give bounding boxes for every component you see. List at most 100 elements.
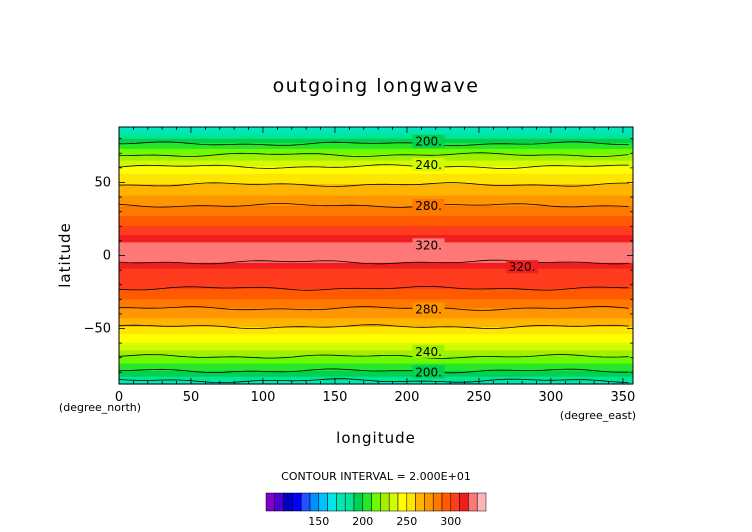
colorbar-swatch (336, 492, 346, 512)
heatmap-band (119, 173, 633, 176)
heatmap-band (119, 132, 633, 135)
x-axis-ticks: 0 50 100 150 200 250 300 350 (115, 127, 635, 405)
heatmap-band (119, 294, 633, 297)
contour-line (118, 182, 629, 187)
heatmap-band (119, 208, 633, 211)
heatmap-band (119, 375, 633, 378)
heatmap-band (119, 254, 633, 257)
contour-label-bg (506, 260, 539, 274)
heatmap-band (119, 159, 633, 162)
heatmap-band (119, 308, 633, 311)
heatmap-band (119, 176, 633, 179)
colorbar-swatch (362, 492, 372, 512)
heatmap-band (119, 378, 633, 381)
contour-line (118, 141, 629, 147)
colorbar-swatch (450, 492, 460, 512)
heatmap-band (119, 227, 633, 230)
heatmap-band (119, 134, 633, 137)
heatmap-band (119, 230, 633, 233)
heatmap-band (119, 376, 633, 379)
heatmap-band (119, 216, 633, 219)
contour-line (118, 368, 629, 374)
colorbar-swatch (309, 492, 320, 512)
heatmap-band (119, 312, 633, 315)
colorbar-swatch (371, 492, 381, 512)
heatmap-band (119, 232, 633, 235)
contour-label: 320. (415, 238, 442, 252)
heatmap-bands (119, 127, 633, 385)
colorbar-swatch (327, 492, 337, 512)
heatmap-band (119, 313, 633, 316)
heatmap-band (119, 153, 633, 156)
heatmap-band (119, 265, 633, 268)
heatmap-band (119, 246, 633, 249)
heatmap-band (119, 318, 633, 321)
heatmap-band (119, 229, 633, 232)
heatmap-band (119, 356, 633, 359)
colorbar-tick-label: 250 (396, 515, 417, 528)
heatmap-band (119, 217, 633, 220)
heatmap-band (119, 271, 633, 274)
heatmap-band (119, 138, 633, 141)
heatmap-band (119, 365, 633, 368)
contour-line (118, 354, 629, 359)
contour-interval-label: CONTOUR INTERVAL = 2.000E+01 (281, 470, 471, 483)
x-axis-label: longitude (336, 429, 416, 447)
heatmap-band (119, 337, 633, 340)
heatmap-band (119, 310, 633, 314)
heatmap-band (119, 264, 633, 267)
heatmap-band (119, 233, 633, 236)
heatmap-band (119, 293, 633, 296)
heatmap-band (119, 302, 633, 305)
heatmap-band (119, 343, 633, 346)
heatmap-band (119, 372, 633, 375)
heatmap-band (119, 275, 633, 279)
heatmap-band (119, 167, 633, 170)
heatmap-band (119, 248, 633, 251)
heatmap-band (119, 169, 633, 172)
contour-line (118, 324, 629, 329)
colorbar-swatch (476, 492, 487, 512)
heatmap-band (119, 303, 633, 306)
heatmap-band (119, 135, 633, 138)
colorbar-swatch (344, 492, 355, 512)
heatmap-band (119, 235, 633, 238)
x-tick-label: 300 (539, 390, 564, 405)
heatmap-band (119, 148, 633, 151)
heatmap-band (119, 283, 633, 286)
heatmap-band (119, 351, 633, 354)
colorbar-swatch (380, 492, 390, 512)
x-tick-label: 200 (395, 390, 420, 405)
heatmap-band (119, 143, 633, 146)
y-axis-ticks: −50 0 50 (84, 138, 633, 373)
heatmap-band (119, 220, 633, 223)
x-tick-label: 250 (467, 390, 492, 405)
contour-label: 200. (415, 135, 442, 149)
heatmap-band (119, 381, 633, 384)
heatmap-band (119, 186, 633, 189)
x-tick-label: 350 (611, 390, 636, 405)
colorbar-tick-labels: 150 200 250 300 (308, 515, 461, 528)
heatmap-band (119, 366, 633, 369)
heatmap-band (119, 267, 633, 270)
heatmap-band (119, 188, 633, 191)
colorbar-tick-label: 300 (440, 515, 461, 528)
heatmap-band (119, 181, 633, 184)
heatmap-band (119, 204, 633, 207)
y-tick-label: 50 (94, 175, 111, 190)
heatmap-band (119, 157, 633, 160)
contour-line (118, 203, 629, 208)
colorbar-swatch (274, 492, 284, 512)
heatmap-band (119, 178, 633, 181)
heatmap-band (119, 192, 633, 195)
contour-label-bg (412, 134, 445, 148)
heatmap-band (119, 147, 633, 150)
heatmap-band (119, 344, 633, 347)
heatmap-band (119, 268, 633, 271)
heatmap-band (119, 252, 633, 255)
heatmap-band (119, 243, 633, 246)
contour-label: 280. (415, 199, 442, 213)
heatmap-band (119, 290, 633, 293)
colorbar-swatch (406, 492, 416, 512)
